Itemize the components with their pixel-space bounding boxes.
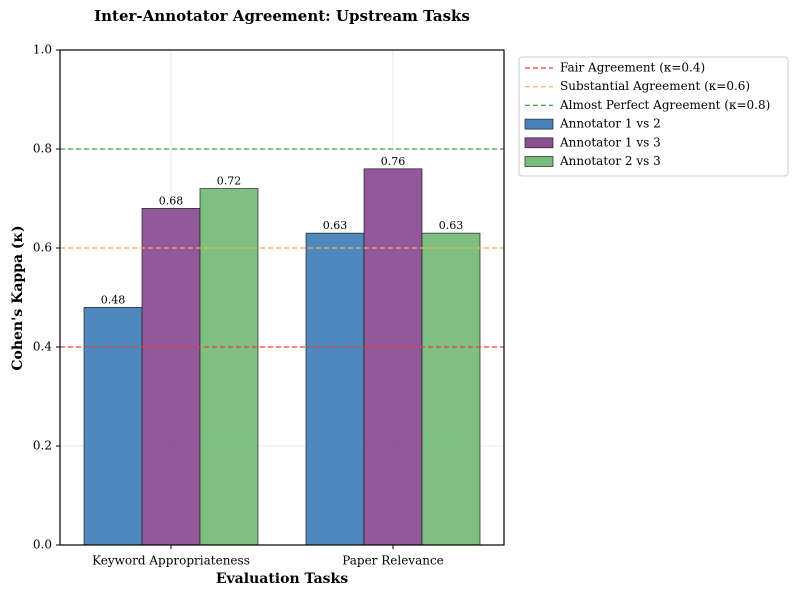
data-label: 0.63	[439, 219, 464, 232]
legend-label: Fair Agreement (κ=0.4)	[560, 61, 705, 75]
x-tick-label: Paper Relevance	[342, 554, 444, 568]
legend-swatch	[524, 156, 554, 167]
legend-label: Substantial Agreement (κ=0.6)	[560, 79, 750, 93]
legend-swatch	[524, 137, 554, 149]
bar	[83, 307, 143, 546]
legend-label: Annotator 2 vs 3	[559, 154, 661, 168]
data-label: 0.48	[101, 293, 126, 306]
y-tick-label: 0.4	[33, 340, 52, 354]
y-axis-label: Cohen's Kappa (κ)	[10, 225, 26, 370]
data-label: 0.72	[217, 175, 242, 188]
plot-frame	[59, 49, 505, 546]
y-tick-label: 0.2	[33, 439, 52, 453]
y-tick-label: 0.8	[33, 142, 52, 156]
bar	[305, 232, 365, 546]
legend-label: Almost Perfect Agreement (κ=0.8)	[559, 98, 770, 112]
x-axis-label: Evaluation Tasks	[216, 571, 348, 587]
legend-box	[518, 56, 789, 177]
y-tick-label: 1.0	[33, 43, 52, 57]
data-label: 0.76	[381, 155, 406, 168]
bar	[363, 168, 423, 546]
bar	[421, 232, 481, 546]
y-tick-label: 0.6	[33, 241, 52, 255]
data-label: 0.68	[159, 194, 184, 207]
x-tick-label: Keyword Appropriateness	[92, 554, 250, 568]
legend-swatch	[524, 118, 554, 130]
y-tick-label: 0.0	[33, 538, 52, 552]
bar	[199, 188, 259, 546]
chart-title: Inter-Annotator Agreement: Upstream Task…	[94, 7, 470, 25]
legend-label: Annotator 1 vs 2	[559, 117, 661, 131]
bar	[141, 208, 201, 546]
data-label: 0.63	[323, 219, 348, 232]
legend-label: Annotator 1 vs 3	[559, 135, 661, 149]
